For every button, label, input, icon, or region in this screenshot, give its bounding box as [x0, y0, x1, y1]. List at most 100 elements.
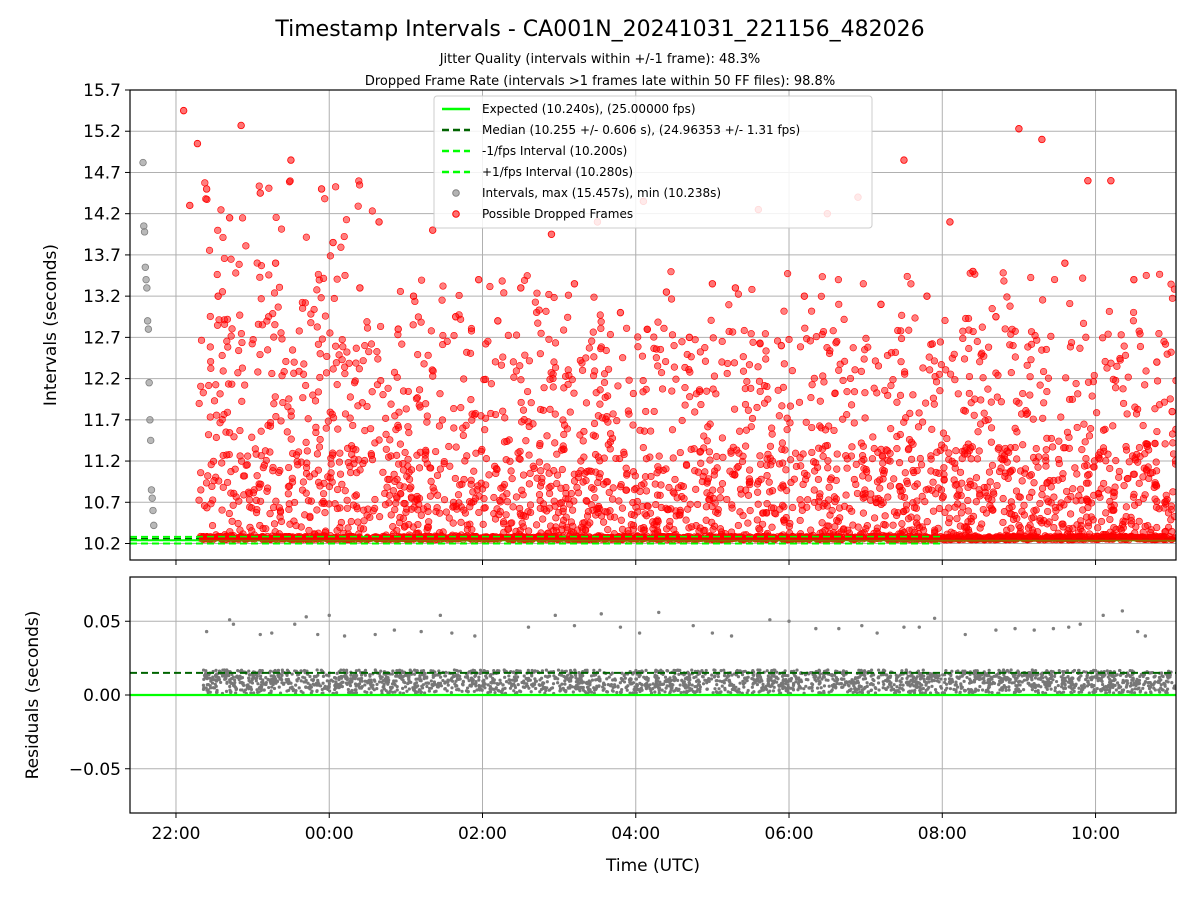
dropped-frame-point: [742, 426, 751, 434]
residual-point: [842, 683, 847, 687]
dropped-frame-point: [734, 290, 742, 298]
dropped-frame-point: [746, 506, 754, 515]
dropped-frame-point: [327, 469, 335, 477]
dropped-frame-point: [681, 401, 689, 409]
dropped-frame-point: [1099, 334, 1107, 342]
dropped-frame-point: [834, 276, 842, 284]
dropped-frame-point: [397, 490, 405, 498]
dropped-frame-point: [387, 400, 395, 408]
dropped-frame-point: [824, 457, 832, 465]
interval-point: [148, 494, 156, 502]
dropped-frame-point: [668, 331, 677, 339]
dropped-frame-point: [244, 452, 252, 460]
dropped-frame-point: [208, 521, 217, 530]
dropped-frame-point: [1119, 517, 1127, 525]
dropped-frame-point: [964, 507, 972, 515]
dropped-frame-point: [584, 508, 593, 516]
dropped-frame-point: [394, 325, 402, 333]
dropped-frame-point: [206, 312, 214, 321]
dropped-frame-point: [899, 507, 908, 516]
dropped-frame-point: [739, 452, 747, 460]
dropped-frame-point: [1086, 425, 1095, 433]
dropped-frame-point: [562, 483, 570, 492]
dropped-frame-point: [270, 333, 278, 341]
dropped-frame-point: [307, 497, 315, 505]
dropped-frame-point: [227, 332, 235, 340]
dropped-frame-point: [450, 424, 458, 432]
residual-point: [375, 682, 379, 687]
dropped-frame-point: [356, 524, 365, 532]
residual-point: [1060, 682, 1064, 686]
dropped-frame-point: [782, 466, 790, 474]
dropped-frame-point: [778, 402, 786, 410]
dropped-frame-point: [706, 456, 714, 464]
residual-point: [544, 668, 548, 672]
dropped-frame-point: [792, 462, 801, 471]
dropped-frame-point: [978, 323, 986, 331]
dropped-frame-point: [439, 282, 447, 290]
dropped-frame-point: [271, 393, 279, 401]
dropped-frame-point: [795, 398, 804, 406]
dropped-frame-point: [887, 425, 895, 433]
dropped-frame-point: [843, 411, 851, 419]
dropped-frame-point: [236, 426, 244, 435]
dropped-frame-point: [877, 445, 885, 453]
dropped-frame-point: [324, 417, 332, 425]
dropped-frame-point: [518, 519, 526, 527]
dropped-frame-point: [399, 514, 408, 522]
residual-point: [660, 688, 664, 692]
dropped-frame-point: [1139, 473, 1147, 481]
dropped-frame-point: [305, 526, 313, 535]
dropped-frame-point: [748, 414, 757, 423]
dropped-frame-point: [800, 469, 809, 477]
residual-point: [373, 679, 377, 683]
dropped-frame-point: [345, 359, 353, 367]
dropped-frame-point: [756, 340, 764, 348]
dropped-frame-point: [507, 467, 515, 475]
dropped-frame-point: [1036, 381, 1044, 389]
residual-point: [952, 687, 956, 692]
dropped-frame-point: [238, 214, 247, 222]
dropped-frame-point: [1073, 423, 1081, 432]
dropped-frame-point: [536, 350, 544, 358]
dropped-frame-point: [1084, 479, 1092, 487]
dropped-frame-point: [1117, 331, 1125, 339]
dropped-frame-point: [654, 516, 662, 524]
dropped-frame-point: [1120, 342, 1128, 350]
dropped-frame-point: [321, 312, 330, 320]
dropped-frame-point: [1103, 364, 1111, 372]
dropped-frame-point: [375, 436, 383, 444]
residual-point: [443, 674, 448, 678]
dropped-frame-point: [326, 252, 334, 260]
dropped-frame-point: [857, 367, 866, 376]
dropped-frame-point: [972, 474, 981, 482]
dropped-frame-point: [354, 402, 362, 410]
dropped-frame-point: [983, 483, 991, 491]
dropped-frame-point: [711, 499, 719, 507]
residual-point: [598, 668, 602, 672]
dropped-frame-point: [214, 292, 222, 300]
dropped-frame-point: [598, 414, 606, 422]
dropped-frame-point: [787, 478, 795, 486]
dropped-frame-point: [1071, 464, 1079, 472]
dropped-frame-point: [833, 465, 841, 473]
dropped-frame-point: [1064, 496, 1072, 504]
dropped-frame-point: [429, 372, 437, 380]
dropped-frame-point: [940, 464, 948, 472]
dropped-frame-point: [466, 349, 475, 357]
dropped-frame-point: [497, 361, 506, 369]
dropped-frame-point: [596, 311, 604, 319]
residual-point: [446, 683, 450, 687]
dropped-frame-point: [929, 507, 938, 515]
dropped-frame-point: [393, 451, 401, 459]
dropped-frame-point: [368, 207, 376, 215]
dropped-frame-point: [1009, 515, 1018, 523]
dropped-frame-point: [1006, 341, 1014, 349]
residual-point: [863, 673, 867, 678]
dropped-frame-point: [385, 499, 393, 507]
dropped-frame-point: [590, 419, 599, 428]
legend-label-expected: Expected (10.240s), (25.00000 fps): [482, 102, 696, 116]
dropped-frame-point: [954, 500, 962, 508]
residual-point: [782, 685, 786, 689]
dropped-frame-point: [842, 491, 850, 499]
